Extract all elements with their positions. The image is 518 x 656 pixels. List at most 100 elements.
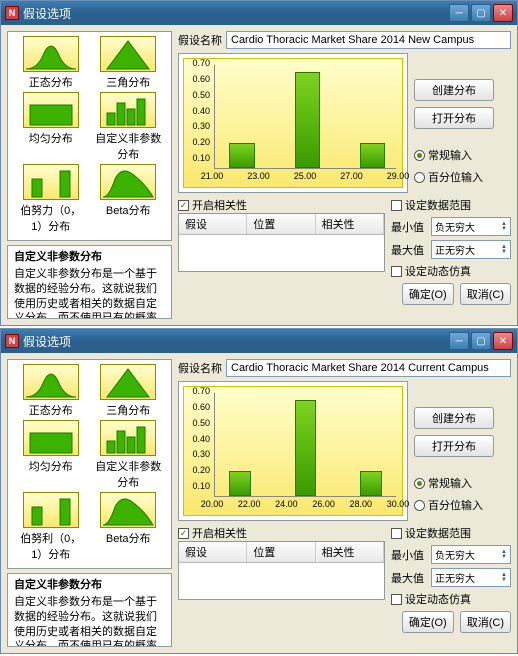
y-tick: 0.50 bbox=[192, 418, 210, 428]
distribution-icon-triangle bbox=[100, 364, 156, 400]
min-input[interactable]: 负无穷大▲▼ bbox=[431, 217, 511, 236]
x-tick: 20.00 bbox=[201, 499, 224, 509]
description-panel: 自定义非参数分布 自定义非参数分布是一个基于数据的经验分布。这就说我们使用历史或… bbox=[7, 573, 172, 647]
correlation-table[interactable]: 假设 位置 相关性 bbox=[178, 213, 385, 272]
distribution-icon-triangle bbox=[100, 36, 156, 72]
distribution-option[interactable]: 自定义非参数分布 bbox=[92, 420, 164, 490]
enable-range-checkbox[interactable]: 设定数据范围 bbox=[391, 197, 511, 213]
distribution-chart: 0.700.600.500.400.300.200.10 20.0022.002… bbox=[183, 386, 403, 516]
x-tick: 23.00 bbox=[247, 171, 270, 181]
distribution-label: 三角分布 bbox=[92, 402, 164, 418]
maximize-button[interactable]: ▢ bbox=[471, 332, 491, 350]
y-tick: 0.70 bbox=[192, 58, 210, 68]
distribution-label: 均匀分布 bbox=[15, 130, 87, 146]
distribution-option[interactable]: Beta分布 bbox=[92, 492, 164, 562]
y-tick: 0.60 bbox=[192, 402, 210, 412]
x-tick: 26.00 bbox=[312, 499, 335, 509]
distribution-icon-custom bbox=[100, 92, 156, 128]
correlation-table[interactable]: 假设 位置 相关性 bbox=[178, 541, 385, 600]
minimize-button[interactable]: ─ bbox=[449, 4, 469, 22]
max-input[interactable]: 正无穷大▲▼ bbox=[431, 240, 511, 259]
close-button[interactable]: ✕ bbox=[493, 332, 513, 350]
normal-input-radio[interactable]: 常规输入 bbox=[414, 147, 494, 163]
distribution-option[interactable]: 均匀分布 bbox=[15, 92, 87, 162]
distribution-option[interactable]: 三角分布 bbox=[92, 364, 164, 418]
distribution-label: 伯努利（0，1）分布 bbox=[15, 530, 87, 562]
y-tick: 0.30 bbox=[192, 449, 210, 459]
distribution-option[interactable]: 自定义非参数分布 bbox=[92, 92, 164, 162]
corr-col-assumption: 假设 bbox=[179, 214, 247, 234]
x-tick: 21.00 bbox=[201, 171, 224, 181]
description-text: 自定义非参数分布是一个基于数据的经验分布。这就说我们使用历史或者相关的数据自定义… bbox=[14, 595, 165, 647]
distribution-option[interactable]: 伯努力（0，1）分布 bbox=[15, 164, 87, 234]
x-tick: 24.00 bbox=[275, 499, 298, 509]
cancel-button[interactable]: 取消(C) bbox=[460, 283, 511, 305]
assumption-name-input[interactable] bbox=[226, 359, 511, 377]
name-label: 假设名称 bbox=[178, 360, 222, 376]
distribution-label: Beta分布 bbox=[92, 202, 164, 218]
description-title: 自定义非参数分布 bbox=[14, 250, 165, 265]
chart-panel: 0.700.600.500.400.300.200.10 20.0022.002… bbox=[178, 381, 408, 521]
distribution-option[interactable]: 正态分布 bbox=[15, 364, 87, 418]
dialog-window: N 假设选项 ─ ▢ ✕ 正态分布 三角分布 均匀分布 bbox=[0, 0, 518, 326]
x-tick: 28.00 bbox=[350, 499, 373, 509]
enable-range-checkbox[interactable]: 设定数据范围 bbox=[391, 525, 511, 541]
percent-input-radio[interactable]: 百分位输入 bbox=[414, 169, 494, 185]
dynamic-sim-checkbox[interactable]: 设定动态仿真 bbox=[391, 591, 511, 607]
titlebar[interactable]: N 假设选项 ─ ▢ ✕ bbox=[1, 1, 517, 25]
cancel-button[interactable]: 取消(C) bbox=[460, 611, 511, 633]
max-input[interactable]: 正无穷大▲▼ bbox=[431, 568, 511, 587]
percent-input-radio[interactable]: 百分位输入 bbox=[414, 497, 494, 513]
enable-correlation-checkbox[interactable]: ✓开启相关性 bbox=[178, 525, 385, 541]
distribution-palette: 正态分布 三角分布 均匀分布 自定义非参数分布 伯努力（0，1）分布 Beta分… bbox=[7, 31, 172, 241]
distribution-option[interactable]: 均匀分布 bbox=[15, 420, 87, 490]
distribution-icon-bernoulli bbox=[23, 164, 79, 200]
close-button[interactable]: ✕ bbox=[493, 4, 513, 22]
distribution-chart: 0.700.600.500.400.300.200.10 21.0023.002… bbox=[183, 58, 403, 188]
max-label: 最大值 bbox=[391, 242, 427, 258]
min-label: 最小值 bbox=[391, 219, 427, 235]
y-tick: 0.40 bbox=[192, 434, 210, 444]
maximize-button[interactable]: ▢ bbox=[471, 4, 491, 22]
distribution-label: 伯努力（0，1）分布 bbox=[15, 202, 87, 234]
description-text: 自定义非参数分布是一个基于数据的经验分布。这就说我们使用历史或者相关的数据自定义… bbox=[14, 267, 165, 319]
titlebar[interactable]: N 假设选项 ─ ▢ ✕ bbox=[1, 329, 517, 353]
min-input[interactable]: 负无穷大▲▼ bbox=[431, 545, 511, 564]
distribution-icon-normal bbox=[23, 36, 79, 72]
distribution-palette: 正态分布 三角分布 均匀分布 自定义非参数分布 伯努利（0，1）分布 Beta分… bbox=[7, 359, 172, 569]
app-icon: N bbox=[5, 334, 19, 348]
create-distribution-button[interactable]: 创建分布 bbox=[414, 79, 494, 101]
distribution-option[interactable]: Beta分布 bbox=[92, 164, 164, 234]
max-label: 最大值 bbox=[391, 570, 427, 586]
minimize-button[interactable]: ─ bbox=[449, 332, 469, 350]
open-distribution-button[interactable]: 打开分布 bbox=[414, 435, 494, 457]
ok-button[interactable]: 确定(O) bbox=[402, 283, 454, 305]
y-tick: 0.60 bbox=[192, 74, 210, 84]
normal-input-radio[interactable]: 常规输入 bbox=[414, 475, 494, 491]
chart-bar bbox=[360, 143, 385, 168]
dialog-window: N 假设选项 ─ ▢ ✕ 正态分布 三角分布 均匀分布 bbox=[0, 328, 518, 654]
distribution-icon-beta bbox=[100, 492, 156, 528]
app-icon: N bbox=[5, 6, 19, 20]
x-tick: 30.00 bbox=[387, 499, 410, 509]
distribution-option[interactable]: 正态分布 bbox=[15, 36, 87, 90]
x-tick: 29.00 bbox=[387, 171, 410, 181]
dynamic-sim-checkbox[interactable]: 设定动态仿真 bbox=[391, 263, 511, 279]
open-distribution-button[interactable]: 打开分布 bbox=[414, 107, 494, 129]
y-tick: 0.40 bbox=[192, 106, 210, 116]
distribution-option[interactable]: 伯努利（0，1）分布 bbox=[15, 492, 87, 562]
distribution-label: 正态分布 bbox=[15, 402, 87, 418]
create-distribution-button[interactable]: 创建分布 bbox=[414, 407, 494, 429]
ok-button[interactable]: 确定(O) bbox=[402, 611, 454, 633]
y-tick: 0.70 bbox=[192, 386, 210, 396]
corr-col-position: 位置 bbox=[247, 542, 315, 562]
enable-correlation-checkbox[interactable]: ✓开启相关性 bbox=[178, 197, 385, 213]
assumption-name-input[interactable] bbox=[226, 31, 511, 49]
chart-bar bbox=[229, 471, 251, 496]
description-title: 自定义非参数分布 bbox=[14, 578, 165, 593]
chart-panel: 0.700.600.500.400.300.200.10 21.0023.002… bbox=[178, 53, 408, 193]
distribution-option[interactable]: 三角分布 bbox=[92, 36, 164, 90]
distribution-label: 三角分布 bbox=[92, 74, 164, 90]
chart-bar bbox=[229, 143, 254, 168]
corr-col-correlation: 相关性 bbox=[316, 542, 384, 562]
